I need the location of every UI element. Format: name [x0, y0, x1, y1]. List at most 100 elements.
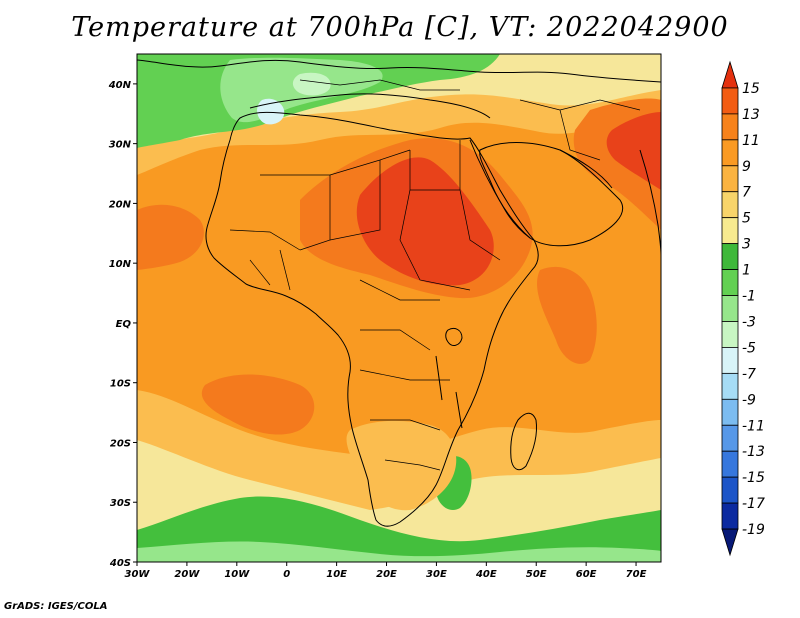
lat-tick-label: 10S	[110, 379, 131, 390]
colorbar-label: -7	[742, 366, 756, 382]
lat-tick-label: 40N	[108, 80, 132, 91]
colorbar-swatch	[721, 321, 739, 348]
madagascar	[510, 412, 537, 471]
colorbar-label: 13	[742, 107, 760, 123]
colorbar-label: 9	[742, 159, 751, 175]
border-line	[359, 279, 440, 301]
lon-tick-label: 10E	[326, 569, 347, 580]
border-line	[519, 99, 641, 111]
lat-tick-label: 30N	[109, 140, 132, 151]
temperature-field	[137, 54, 661, 562]
colorbar-swatch	[721, 217, 739, 245]
colorbar-swatch	[721, 60, 739, 89]
colorbar-label: -5	[742, 340, 756, 356]
lon-tick-label: 60E	[576, 569, 597, 580]
colorbar-swatch	[721, 269, 739, 296]
coastlines	[137, 59, 661, 527]
colorbar-label: 5	[742, 211, 751, 227]
border-line	[299, 79, 460, 91]
colorbar-swatch	[721, 476, 739, 504]
lat-tick-label: 20N	[109, 199, 132, 210]
lat-tick-label: 40S	[109, 558, 131, 569]
colorbar-swatch	[721, 372, 739, 400]
map-title: Temperature at 700hPa [C], VT: 202204290…	[71, 12, 729, 43]
colorbar-label: -11	[742, 418, 765, 434]
colorbar-label: 15	[742, 81, 760, 97]
lon-tick-label: 20W	[174, 569, 200, 580]
grads-credit: GrADS: IGES/COLA	[4, 601, 108, 612]
country-borders	[229, 79, 641, 471]
colorbar-label: 3	[742, 237, 751, 253]
colorbar-label: -19	[742, 522, 765, 538]
border-line	[249, 259, 271, 286]
lat-tick-label: 20S	[110, 438, 131, 449]
lon-tick-label: 70E	[626, 569, 647, 580]
lon-tick-label: 50E	[526, 569, 547, 580]
plot-frame	[136, 53, 662, 563]
border-line	[459, 189, 501, 261]
latitude-axis: 40N 30N 20N 10N EQ 10S 20S 30S 40S	[108, 80, 137, 569]
lake-malawi	[455, 391, 463, 429]
colorbar-label: -3	[742, 314, 756, 330]
colorbar-label: 1	[742, 263, 751, 279]
lon-tick-label: 20E	[376, 569, 397, 580]
field-indian-ocean-warm	[537, 266, 597, 364]
border-line	[409, 140, 461, 191]
field-southern-africa	[346, 420, 457, 511]
colorbar-swatch	[721, 139, 739, 167]
border-line	[260, 174, 331, 251]
lon-tick-label: 10W	[224, 569, 250, 580]
border-line	[384, 459, 441, 471]
lat-tick-label: EQ	[116, 319, 132, 330]
persian-gulf	[559, 149, 613, 189]
colorbar-swatch	[721, 450, 739, 478]
border-line	[329, 160, 381, 241]
arabia	[479, 142, 624, 247]
field-south-atlantic-warm	[201, 374, 315, 435]
lat-tick-label: 30S	[110, 498, 131, 509]
colorbar-swatch	[721, 528, 739, 557]
red-sea	[469, 139, 531, 239]
lon-tick-label: 40E	[475, 569, 497, 580]
border-line	[370, 419, 441, 431]
field-south-lightgreen	[137, 541, 661, 562]
lake-tanganyika	[435, 355, 443, 401]
field-east-core	[606, 112, 661, 190]
colorbar-swatch	[721, 347, 739, 374]
border-line	[559, 109, 601, 161]
lon-tick-label: 30E	[426, 569, 447, 580]
colorbar-swatch	[721, 113, 739, 141]
border-line	[399, 189, 471, 291]
colorbar-label: 11	[742, 133, 760, 149]
colorbar-swatch	[721, 191, 739, 219]
colorbar: 15 13 11 9 7 5 3 1 -1 -3 -5 -7 -9 -11 -13 -15 -17 -19	[721, 60, 765, 557]
border-line	[360, 329, 431, 351]
colorbar-swatch	[721, 165, 739, 193]
lat-tick-label: 10N	[109, 259, 132, 270]
colorbar-label: -9	[742, 392, 756, 408]
border-line	[229, 229, 301, 251]
colorbar-swatch	[721, 502, 739, 530]
mediterranean	[249, 93, 491, 119]
longitude-axis: 30W 20W 10W 0 10E 20E 30E 40E 50E 60E 70E	[125, 562, 647, 580]
field-west-atlantic-warm	[137, 204, 204, 270]
europe-coast	[137, 59, 661, 83]
colorbar-label: -17	[742, 496, 765, 512]
colorbar-swatch	[721, 295, 739, 322]
field-sahel-core	[356, 157, 494, 286]
colorbar-swatch	[721, 243, 739, 270]
field-north-cyan-2	[292, 72, 331, 96]
colorbar-label: -15	[742, 470, 765, 486]
lon-tick-label: 30W	[125, 569, 151, 580]
border-line	[359, 369, 450, 381]
colorbar-label: -13	[742, 444, 765, 460]
lake-victoria	[445, 327, 463, 346]
colorbar-label: -1	[742, 289, 756, 305]
border-line	[279, 249, 291, 291]
colorbar-swatch	[721, 87, 739, 115]
colorbar-swatch	[721, 424, 739, 452]
colorbar-swatch	[721, 398, 739, 426]
colorbar-label: 7	[742, 185, 751, 201]
